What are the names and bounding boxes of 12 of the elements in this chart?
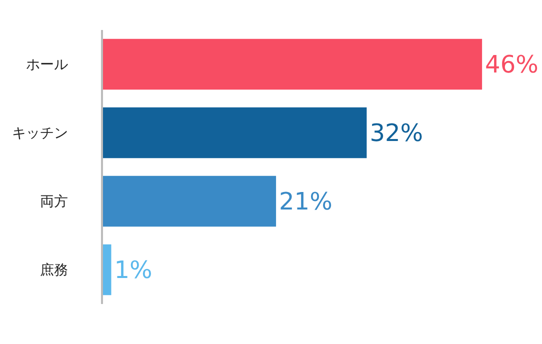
y-tick-label: 庶務 [40,262,68,279]
data-label: 1% [114,256,152,284]
y-tick-label: ホール [26,57,68,74]
y-tick-label: 両方 [40,194,68,210]
y-tick-label: キッチン [12,126,68,142]
data-label: 46% [485,50,538,78]
bar [103,38,482,90]
data-label: 32% [370,118,424,147]
bar [103,107,367,158]
bar [103,176,276,227]
bar [103,244,112,296]
data-label: 21% [279,187,332,216]
